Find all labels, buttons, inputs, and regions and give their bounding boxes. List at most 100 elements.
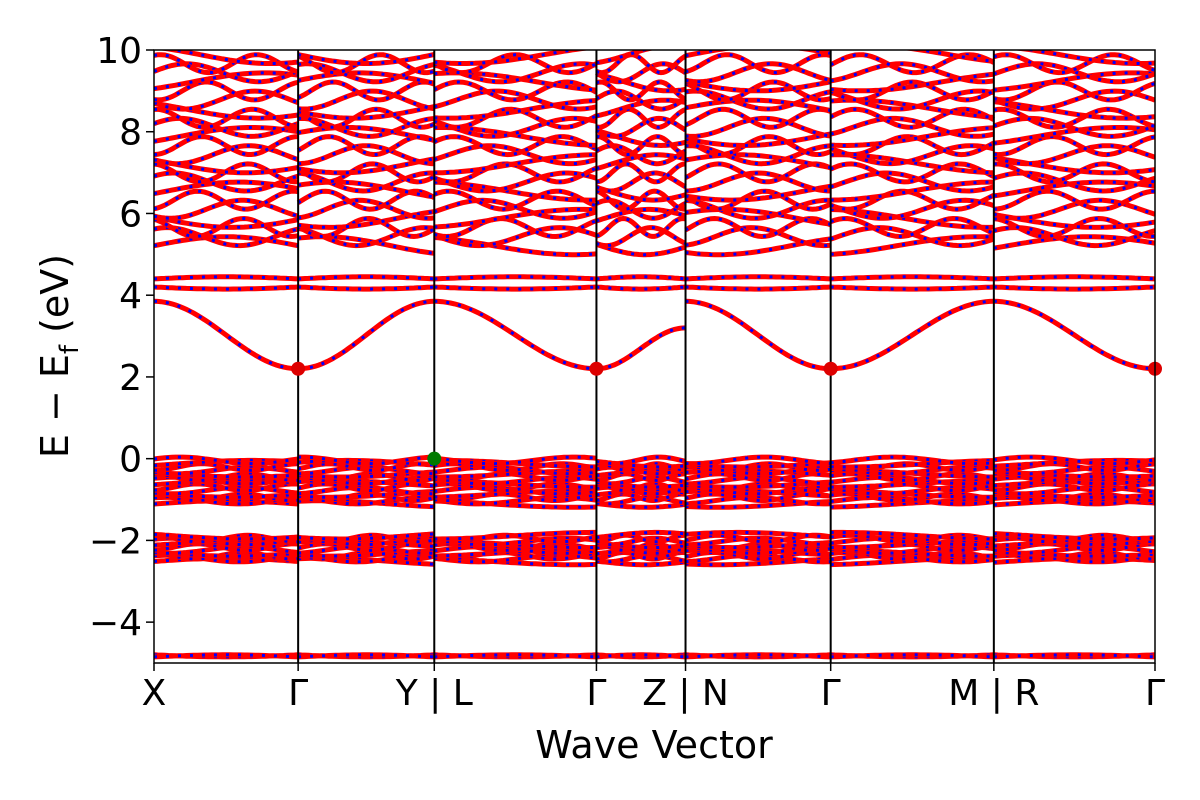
band-band_group-spin-down bbox=[830, 53, 995, 75]
band-dense_group-spin-down bbox=[685, 530, 831, 539]
band-band_group bbox=[595, 242, 687, 258]
y-tick-label: 10 bbox=[96, 31, 142, 72]
band-band_group-spin-down bbox=[685, 62, 832, 84]
band-dense_group bbox=[830, 529, 994, 542]
band-band_group-spin-down bbox=[830, 80, 995, 102]
band-dense_group bbox=[434, 488, 597, 500]
band-dense_group bbox=[433, 474, 597, 487]
band-band_group-spin-down bbox=[993, 162, 1155, 184]
band-band_group-spin-down bbox=[433, 189, 598, 211]
x-tick-label: Y | L bbox=[395, 673, 473, 714]
plot-frame bbox=[153, 49, 1156, 664]
band-band_group bbox=[830, 125, 994, 148]
band-flat bbox=[297, 274, 435, 282]
band-dense_group bbox=[993, 481, 1155, 494]
band-band_group-spin-down bbox=[685, 144, 831, 166]
band-flat-spin-down bbox=[685, 285, 831, 291]
band-band_group bbox=[297, 125, 435, 143]
band-band_group bbox=[684, 188, 832, 212]
band-band_group-spin-down bbox=[433, 53, 598, 75]
band-dense_group bbox=[297, 484, 435, 497]
y-tick-label: 0 bbox=[119, 440, 142, 481]
band-band_group-spin-down bbox=[154, 235, 299, 248]
band-band_group-spin-down bbox=[154, 107, 299, 129]
band-dense_group bbox=[596, 550, 686, 562]
band-band_group bbox=[992, 88, 1155, 112]
band-flat bbox=[434, 274, 597, 282]
band-band_group bbox=[433, 115, 598, 139]
conduction-band-min bbox=[154, 298, 299, 372]
band-flat-spin-down bbox=[154, 653, 299, 659]
band-band_group bbox=[595, 71, 686, 94]
band-band_group-spin-down bbox=[684, 216, 832, 239]
band-band_group-spin-down bbox=[993, 135, 1155, 157]
band-band_group bbox=[829, 197, 995, 221]
y-axis-label: E − Ef (eV) bbox=[33, 254, 85, 458]
band-band_group bbox=[297, 104, 435, 121]
x-tick-label: Γ bbox=[821, 673, 841, 714]
band-dense_group-spin-down bbox=[685, 536, 831, 547]
conduction-band-min-spin-down bbox=[154, 299, 299, 371]
band-band_group-spin-down bbox=[154, 135, 299, 157]
x-axis-label: Wave Vector bbox=[535, 723, 773, 767]
y-tick-label: 2 bbox=[119, 358, 142, 399]
band-flat-spin-down bbox=[685, 653, 831, 659]
x-axis: X Γ Y | L Γ Z | N Γ M | R Γ bbox=[142, 663, 1165, 714]
band-dense_group bbox=[434, 529, 597, 542]
band-band_group bbox=[992, 115, 1155, 139]
y-axis: −4 −2 0 2 4 6 8 10 bbox=[89, 31, 154, 644]
band-band_group bbox=[830, 179, 994, 203]
band-band_group bbox=[684, 79, 832, 103]
conduction-band-min-spin-down bbox=[685, 299, 831, 371]
band-band_group-spin-down bbox=[685, 50, 831, 58]
y-tick-label: 8 bbox=[119, 113, 142, 154]
band-band_group-spin-down bbox=[685, 116, 831, 138]
x-tick-label: Γ bbox=[1145, 673, 1165, 714]
band-band_group bbox=[993, 70, 1155, 93]
band-dense_group bbox=[595, 454, 687, 467]
y-tick-label: −2 bbox=[89, 521, 142, 562]
band-band_group-spin-down bbox=[830, 162, 995, 184]
band-band_group-spin-down bbox=[685, 226, 831, 248]
band-dense_group-spin-down bbox=[993, 455, 1155, 466]
y-axis-label-unit: (eV) bbox=[33, 254, 77, 333]
band-band_group-spin-down bbox=[154, 216, 299, 239]
band-band_group bbox=[830, 234, 994, 257]
band-flat-spin-down bbox=[993, 285, 1155, 291]
band-band_group-spin-down bbox=[685, 132, 831, 148]
band-band_group-spin-down bbox=[297, 107, 435, 129]
band-dense_group-spin-down bbox=[685, 542, 831, 552]
band-band_group-spin-down bbox=[830, 216, 995, 239]
band-dense_group-spin-down bbox=[154, 542, 299, 552]
band-band_group-spin-down bbox=[433, 216, 597, 239]
band-band_group-spin-down bbox=[595, 116, 687, 138]
band-band_group-spin-down bbox=[154, 89, 299, 111]
band-band_group-spin-down bbox=[154, 53, 299, 75]
band-band_group-spin-down bbox=[685, 98, 831, 112]
band-flat bbox=[297, 284, 435, 292]
band-dense_group-spin-down bbox=[685, 475, 831, 486]
band-dense_group bbox=[993, 541, 1155, 553]
cbm-marker bbox=[291, 361, 306, 376]
band-dense_group-spin-down bbox=[154, 462, 299, 472]
band-band_group bbox=[434, 152, 597, 176]
band-band_group bbox=[297, 70, 435, 86]
band-dense_group bbox=[596, 532, 686, 545]
band-band_group-spin-down bbox=[993, 80, 1155, 102]
x-tick-label: Z | N bbox=[642, 673, 729, 714]
band-band_group-spin-down bbox=[297, 189, 436, 211]
band-dense_group bbox=[830, 484, 995, 497]
band-band_group bbox=[830, 207, 994, 230]
band-band_group-spin-down bbox=[993, 107, 1155, 129]
band-band_group-spin-down bbox=[685, 171, 831, 193]
band-band_group bbox=[595, 52, 687, 76]
band-flat bbox=[830, 652, 994, 660]
band-band_group-spin-down bbox=[297, 162, 436, 184]
conduction-band-min bbox=[434, 298, 597, 372]
band-band_group-spin-down bbox=[595, 198, 687, 220]
y-axis-label-sub: f bbox=[55, 344, 85, 354]
band-dense_group-spin-down bbox=[154, 532, 299, 541]
band-dense_group bbox=[830, 538, 994, 551]
band-dense_group bbox=[298, 464, 435, 477]
